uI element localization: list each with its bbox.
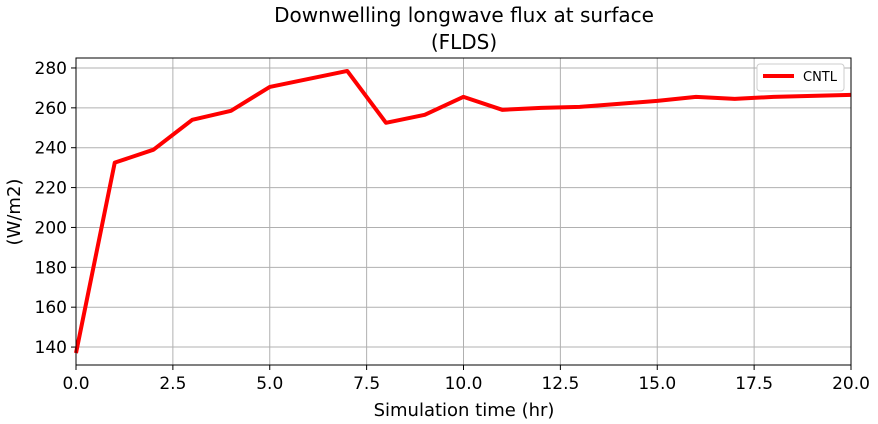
x-tick-label: 20.0 <box>832 374 870 394</box>
x-tick-label: 15.0 <box>638 374 676 394</box>
legend-label-cntl: CNTL <box>803 70 838 85</box>
y-tick-label: 180 <box>35 258 67 278</box>
x-axis-label: Simulation time (hr) <box>374 400 555 421</box>
x-tick-label: 10.0 <box>445 374 483 394</box>
y-tick-label: 220 <box>35 179 67 199</box>
chart-subtitle: (FLDS) <box>431 30 497 54</box>
legend: CNTL <box>756 63 845 92</box>
legend-box <box>756 63 845 92</box>
grid-lines <box>75 58 852 365</box>
x-tick-label: 5.0 <box>256 374 283 394</box>
plot-frame <box>75 57 852 366</box>
y-axis-ticks: 140 160 180 200 220 240 260 280 <box>35 59 76 358</box>
x-tick-label: 17.5 <box>735 374 773 394</box>
y-tick-label: 240 <box>35 139 67 159</box>
chart-title: Downwelling longwave flux at surface <box>274 3 654 27</box>
x-tick-label: 7.5 <box>353 374 380 394</box>
plot-series <box>74 68 852 354</box>
x-axis-ticks: 0.0 2.5 5.0 7.5 10.0 12.5 15.0 17.5 20.0 <box>62 365 870 394</box>
y-tick-label: 200 <box>35 218 67 238</box>
series-line-cntl <box>74 68 852 354</box>
y-axis-label: (W/m2) <box>4 179 25 246</box>
y-tick-label: 280 <box>35 59 67 79</box>
y-tick-label: 260 <box>35 99 67 119</box>
y-tick-label: 160 <box>35 298 67 318</box>
x-tick-label: 0.0 <box>62 374 89 394</box>
x-tick-label: 2.5 <box>159 374 186 394</box>
x-tick-label: 12.5 <box>541 374 579 394</box>
y-tick-label: 140 <box>35 338 67 358</box>
